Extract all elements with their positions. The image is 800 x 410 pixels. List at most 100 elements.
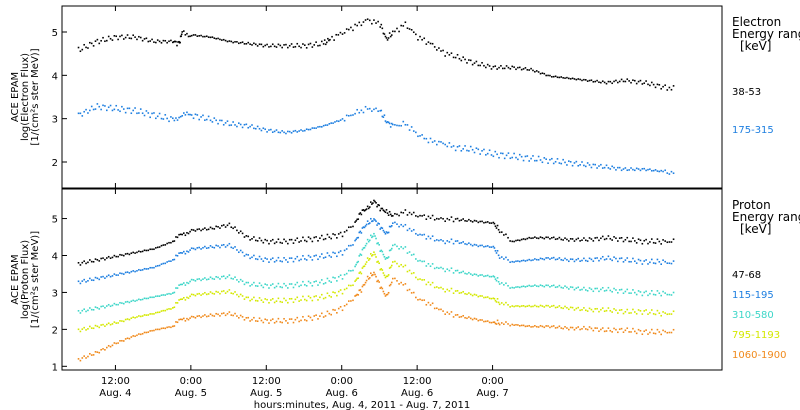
data-point [258, 255, 261, 258]
data-point [124, 301, 127, 303]
data-point [600, 308, 602, 311]
data-point [419, 233, 421, 236]
data-point [109, 104, 112, 107]
data-point [526, 155, 529, 157]
data-point [176, 44, 178, 47]
data-point [511, 323, 514, 326]
data-point [98, 351, 101, 354]
data-point [357, 294, 360, 296]
data-point [549, 285, 551, 288]
data-point [350, 244, 352, 247]
data-point [262, 127, 265, 130]
data-point [285, 132, 287, 135]
data-point [119, 340, 121, 342]
data-point [107, 35, 110, 38]
data-point [500, 282, 503, 284]
data-point [588, 237, 591, 239]
data-point [618, 237, 621, 239]
data-point [124, 271, 127, 274]
data-point [549, 237, 551, 240]
data-point [374, 273, 376, 276]
data-point [672, 260, 675, 262]
data-point [307, 315, 310, 317]
data-point [153, 313, 155, 315]
data-point [290, 297, 293, 300]
data-point [639, 79, 642, 82]
data-point [626, 288, 629, 291]
data-point [238, 280, 240, 283]
data-point [442, 49, 444, 52]
data-point [532, 155, 534, 157]
data-point [271, 238, 274, 241]
data-point [324, 43, 327, 46]
data-point [575, 307, 578, 310]
data-point [456, 146, 459, 148]
data-point [180, 33, 183, 36]
data-point [387, 37, 390, 39]
data-point [458, 271, 461, 274]
data-point [382, 209, 385, 212]
x-tick-time-label: 0:00 [180, 376, 202, 387]
data-point [258, 297, 261, 299]
data-point [628, 312, 630, 314]
data-point [90, 354, 93, 356]
data-point [400, 246, 402, 248]
data-point [168, 120, 170, 123]
data-point [394, 243, 396, 246]
data-point [200, 116, 202, 118]
data-point [569, 286, 572, 288]
data-point [222, 224, 225, 226]
data-point [322, 297, 325, 300]
data-point [581, 161, 583, 163]
data-point [496, 298, 499, 300]
data-point [556, 258, 559, 260]
data-point [579, 240, 581, 242]
data-point [119, 320, 121, 322]
data-point [232, 41, 234, 44]
data-point [232, 227, 234, 230]
data-point [143, 314, 146, 316]
data-point [477, 275, 480, 277]
data-point [178, 252, 180, 254]
data-point [473, 219, 476, 222]
data-point [402, 120, 405, 123]
data-point [402, 225, 405, 228]
data-point [404, 246, 407, 248]
data-point [672, 310, 675, 313]
data-point [128, 318, 131, 321]
data-point [181, 298, 184, 300]
data-point [162, 244, 165, 246]
data-point [469, 317, 472, 320]
data-point [398, 124, 400, 127]
data-point [524, 238, 527, 241]
data-point [468, 59, 470, 61]
data-point [305, 47, 308, 49]
data-point [534, 70, 536, 73]
data-point [341, 254, 344, 256]
data-point [85, 262, 87, 265]
data-point [390, 225, 393, 227]
data-point [319, 125, 321, 128]
data-point [215, 290, 217, 293]
data-point [313, 281, 316, 283]
data-point [522, 285, 525, 288]
data-point [419, 135, 421, 137]
data-point [658, 312, 661, 314]
data-point [296, 316, 299, 319]
data-point [300, 299, 302, 301]
data-point [226, 276, 229, 278]
data-point [425, 43, 428, 45]
data-point [275, 241, 278, 243]
series-38-53 [77, 18, 675, 91]
data-point [664, 169, 666, 172]
data-point [128, 37, 131, 39]
data-point [511, 260, 514, 263]
data-point [359, 289, 362, 291]
data-point [164, 262, 167, 265]
data-point [355, 220, 357, 222]
data-point [396, 124, 398, 127]
data-point [198, 315, 200, 317]
x-tick-time-label: 0:00 [481, 376, 503, 387]
data-point [81, 48, 84, 51]
